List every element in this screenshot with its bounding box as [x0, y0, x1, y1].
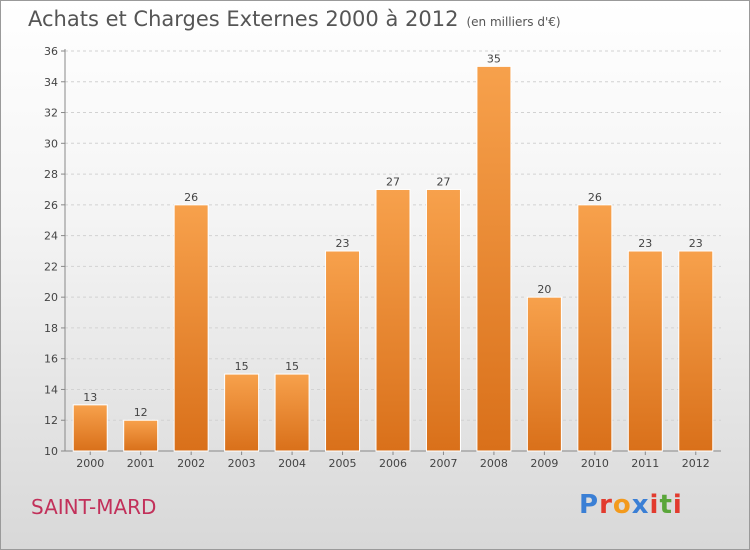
logo-letter: o: [612, 490, 632, 520]
data-label-2004: 15: [285, 360, 299, 373]
y-tick-label: 28: [44, 168, 58, 181]
data-label-2012: 23: [689, 237, 703, 250]
data-label-2003: 15: [235, 360, 249, 373]
x-tick-label-2012: 2012: [682, 457, 710, 470]
proxiti-logo: Proxiti: [579, 490, 683, 520]
x-tick-label-2001: 2001: [127, 457, 155, 470]
y-tick-label: 10: [44, 445, 58, 458]
x-tick-labels: 2000 2001 2002 2003 2004 2005 2006 2007 2008 2009…: [76, 457, 710, 470]
y-tick-label: 22: [44, 260, 58, 273]
chart-title: Achats et Charges Externes 2000 à 2012 (e…: [28, 7, 561, 31]
x-tick-label-2006: 2006: [379, 457, 407, 470]
logo-letter: t: [659, 490, 673, 520]
y-tick-label: 32: [44, 107, 58, 120]
commune-name: SAINT-MARD: [31, 495, 157, 519]
y-tick-label: 12: [44, 414, 58, 427]
y-tick-label: 20: [44, 291, 58, 304]
x-tick-label-2003: 2003: [228, 457, 256, 470]
y-tick-label: 14: [44, 383, 58, 396]
data-label-2009: 20: [537, 283, 551, 296]
y-tick-label: 18: [44, 322, 58, 335]
bar-2011: [627, 250, 663, 452]
y-tick-label: 26: [44, 199, 58, 212]
x-tick-label-2007: 2007: [429, 457, 457, 470]
data-label-2005: 23: [336, 237, 350, 250]
y-tick-labels: 10 12 14 16 18 20 22 24 26 28 30 32 34 36: [44, 45, 58, 458]
bar-2008: [476, 65, 512, 452]
data-label-2006: 27: [386, 175, 400, 188]
bar-2001: [123, 419, 159, 452]
data-label-2001: 12: [134, 406, 148, 419]
data-label-2010: 26: [588, 191, 602, 204]
chart-title-text: Achats et Charges Externes 2000 à 2012: [28, 7, 459, 31]
x-tick-label-2002: 2002: [177, 457, 205, 470]
bars: 13 12 26 15 15 23 27 27 35 20 26 23 23: [72, 52, 714, 452]
x-tick-label-2000: 2000: [76, 457, 104, 470]
x-tick-label-2008: 2008: [480, 457, 508, 470]
data-label-2000: 13: [83, 391, 97, 404]
y-tick-label: 16: [44, 353, 58, 366]
bar-2002: [173, 204, 209, 452]
logo-letter: r: [599, 490, 613, 520]
bar-2009: [526, 296, 562, 452]
y-tick-label: 30: [44, 137, 58, 150]
bar-2004: [274, 373, 310, 452]
y-tick-label: 36: [44, 45, 58, 58]
bar-2005: [325, 250, 361, 452]
logo-letter: i: [649, 490, 660, 520]
bar-2000: [72, 404, 108, 452]
x-tick-label-2010: 2010: [581, 457, 609, 470]
bar-2012: [678, 250, 714, 452]
x-tick-label-2005: 2005: [329, 457, 357, 470]
x-tick-label-2011: 2011: [631, 457, 659, 470]
logo-letter: P: [579, 490, 600, 520]
y-tick-label: 34: [44, 76, 58, 89]
data-label-2007: 27: [436, 175, 450, 188]
x-tick-label-2009: 2009: [530, 457, 558, 470]
logo-letter: x: [631, 490, 650, 520]
data-label-2008: 35: [487, 52, 501, 65]
x-tick-label-2004: 2004: [278, 457, 306, 470]
bar-2007: [425, 188, 461, 452]
logo-letter: i: [672, 490, 683, 520]
bar-2010: [577, 204, 613, 452]
bar-2003: [224, 373, 260, 452]
data-label-2011: 23: [638, 237, 652, 250]
bar-2006: [375, 188, 411, 452]
chart-unit: (en milliers d'€): [466, 15, 561, 29]
data-label-2002: 26: [184, 191, 198, 204]
y-tick-label: 24: [44, 230, 58, 243]
